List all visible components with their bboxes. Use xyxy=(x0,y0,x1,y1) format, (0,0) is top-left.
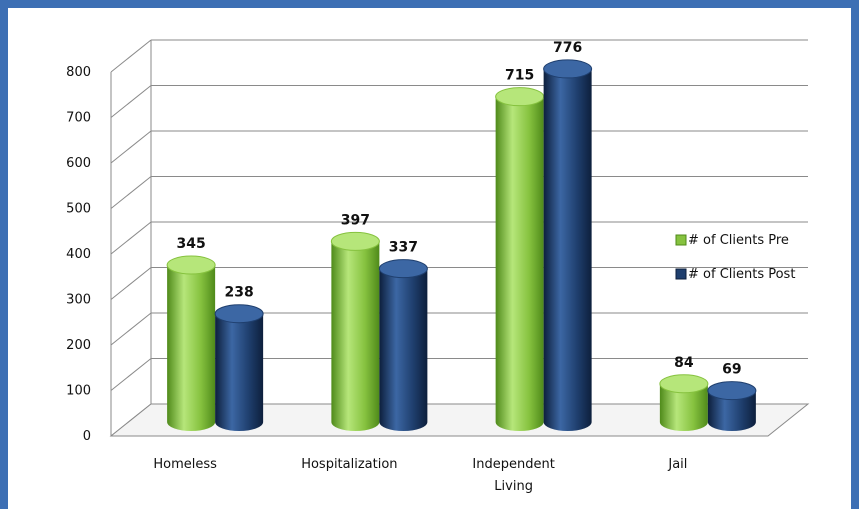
bar xyxy=(330,231,380,431)
bar-top xyxy=(659,374,709,394)
bar-body xyxy=(167,265,216,431)
y-tick-label: 500 xyxy=(66,202,91,217)
y-tick-label: 600 xyxy=(66,156,91,171)
bar-body xyxy=(379,268,428,431)
y-tick-label: 300 xyxy=(66,293,91,308)
bar xyxy=(214,304,264,431)
x-axis: Homeless Hospitalization Independent Living… xyxy=(153,457,687,494)
x-tick-label: Homeless xyxy=(153,457,217,472)
data-labels: 345 238 397 337 715 776 84 69 xyxy=(177,40,742,378)
data-label: 69 xyxy=(722,362,741,378)
data-label: 715 xyxy=(505,68,534,84)
gridline-side xyxy=(110,312,152,346)
bar-body xyxy=(707,390,756,431)
gridline-side xyxy=(110,358,152,391)
bar xyxy=(659,374,709,431)
legend-swatch xyxy=(675,268,687,280)
bar-body xyxy=(215,313,264,431)
gridline-side xyxy=(110,221,152,255)
x-tick-label: Hospitalization xyxy=(301,457,397,472)
bar-top xyxy=(543,59,593,79)
bar xyxy=(543,59,593,432)
x-tick-label: Jail xyxy=(667,457,687,472)
data-label: 345 xyxy=(177,236,206,252)
bar-top xyxy=(378,259,428,279)
legend-label: # of Clients Post xyxy=(688,267,795,282)
legend-label: # of Clients Pre xyxy=(688,233,789,248)
bar-body xyxy=(495,96,544,432)
y-tick-label: 400 xyxy=(66,247,91,262)
bar xyxy=(495,87,545,432)
bar xyxy=(707,381,757,431)
data-label: 337 xyxy=(389,240,418,256)
bar-top xyxy=(330,231,380,251)
gridline-side xyxy=(110,176,152,209)
chart-floor xyxy=(109,403,810,437)
gridline-side xyxy=(110,39,152,73)
gridlines xyxy=(109,39,810,437)
y-tick-label: 0 xyxy=(83,429,91,444)
bar-body xyxy=(543,68,592,432)
bar-top xyxy=(495,87,545,107)
gridline-side xyxy=(110,130,152,164)
y-tick-label: 800 xyxy=(66,65,91,80)
y-tick-label: 700 xyxy=(66,111,91,126)
data-label: 776 xyxy=(553,40,582,56)
bar-body xyxy=(659,383,708,431)
bar xyxy=(166,255,216,431)
bar-top xyxy=(214,304,264,324)
chart-frame: 0 100 200 300 400 500 600 700 800 345 238 397 337 71… xyxy=(8,8,851,509)
bars xyxy=(166,59,757,432)
x-tick-label: Living xyxy=(494,479,533,494)
bar-chart: 0 100 200 300 400 500 600 700 800 345 238 397 337 71… xyxy=(66,39,810,494)
bar-body xyxy=(331,241,380,431)
bar xyxy=(378,259,428,431)
legend: # of Clients Pre # of Clients Post xyxy=(675,233,795,282)
bar-top xyxy=(707,381,757,401)
bar-top xyxy=(166,255,216,275)
data-label: 238 xyxy=(225,285,254,301)
data-label: 397 xyxy=(341,212,370,228)
x-tick-label: Independent xyxy=(472,457,554,472)
y-axis: 0 100 200 300 400 500 600 700 800 xyxy=(66,65,91,444)
y-tick-label: 200 xyxy=(66,338,91,353)
gridline-side xyxy=(110,85,152,118)
gridline-side xyxy=(110,267,152,300)
data-label: 84 xyxy=(674,355,694,371)
legend-swatch xyxy=(675,234,687,246)
y-tick-label: 100 xyxy=(66,384,91,399)
